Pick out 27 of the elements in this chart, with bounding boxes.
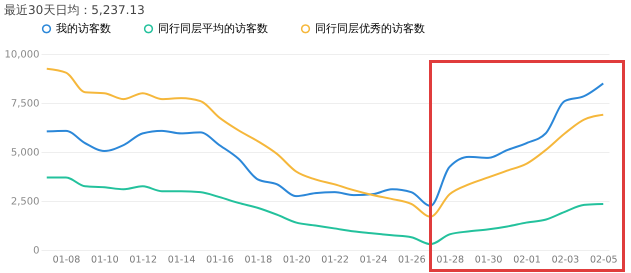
x-tick-label: 01-26 [398,254,426,266]
x-tick-label: 01-18 [244,254,272,266]
line-series [46,82,604,207]
x-tick-label: 01-30 [474,254,502,266]
x-tick-label: 01-20 [282,254,311,266]
chart-title: 最近30天日均：5,237.13 [4,3,145,17]
x-tick-label: 01-22 [321,254,349,266]
x-tick-label: 01-16 [206,254,234,266]
x-tick-label: 01-24 [360,254,388,266]
line-series [46,176,604,246]
y-tick-label: 10,000 [4,50,40,60]
line-series [46,68,604,218]
x-tick-label: 02-01 [513,254,541,266]
x-tick-label: 01-10 [91,254,119,266]
x-tick-label: 01-14 [168,254,196,266]
x-tick-label: 02-05 [590,254,618,266]
legend-label: 同行同层平均的访客数 [158,22,268,35]
y-tick-label: 2,500 [10,196,40,208]
x-tick-label: 02-03 [552,254,580,266]
legend-label: 同行同层优秀的访客数 [315,22,425,35]
y-tick-label: 5,000 [10,148,40,158]
x-tick-label: 01-12 [129,254,158,266]
y-tick-label: 0 [33,246,40,256]
x-tick-label: 01-08 [52,254,80,266]
y-tick-label: 7,500 [10,98,40,110]
x-tick-label: 01-28 [436,254,464,266]
legend-label: 我的访客数 [56,22,111,35]
